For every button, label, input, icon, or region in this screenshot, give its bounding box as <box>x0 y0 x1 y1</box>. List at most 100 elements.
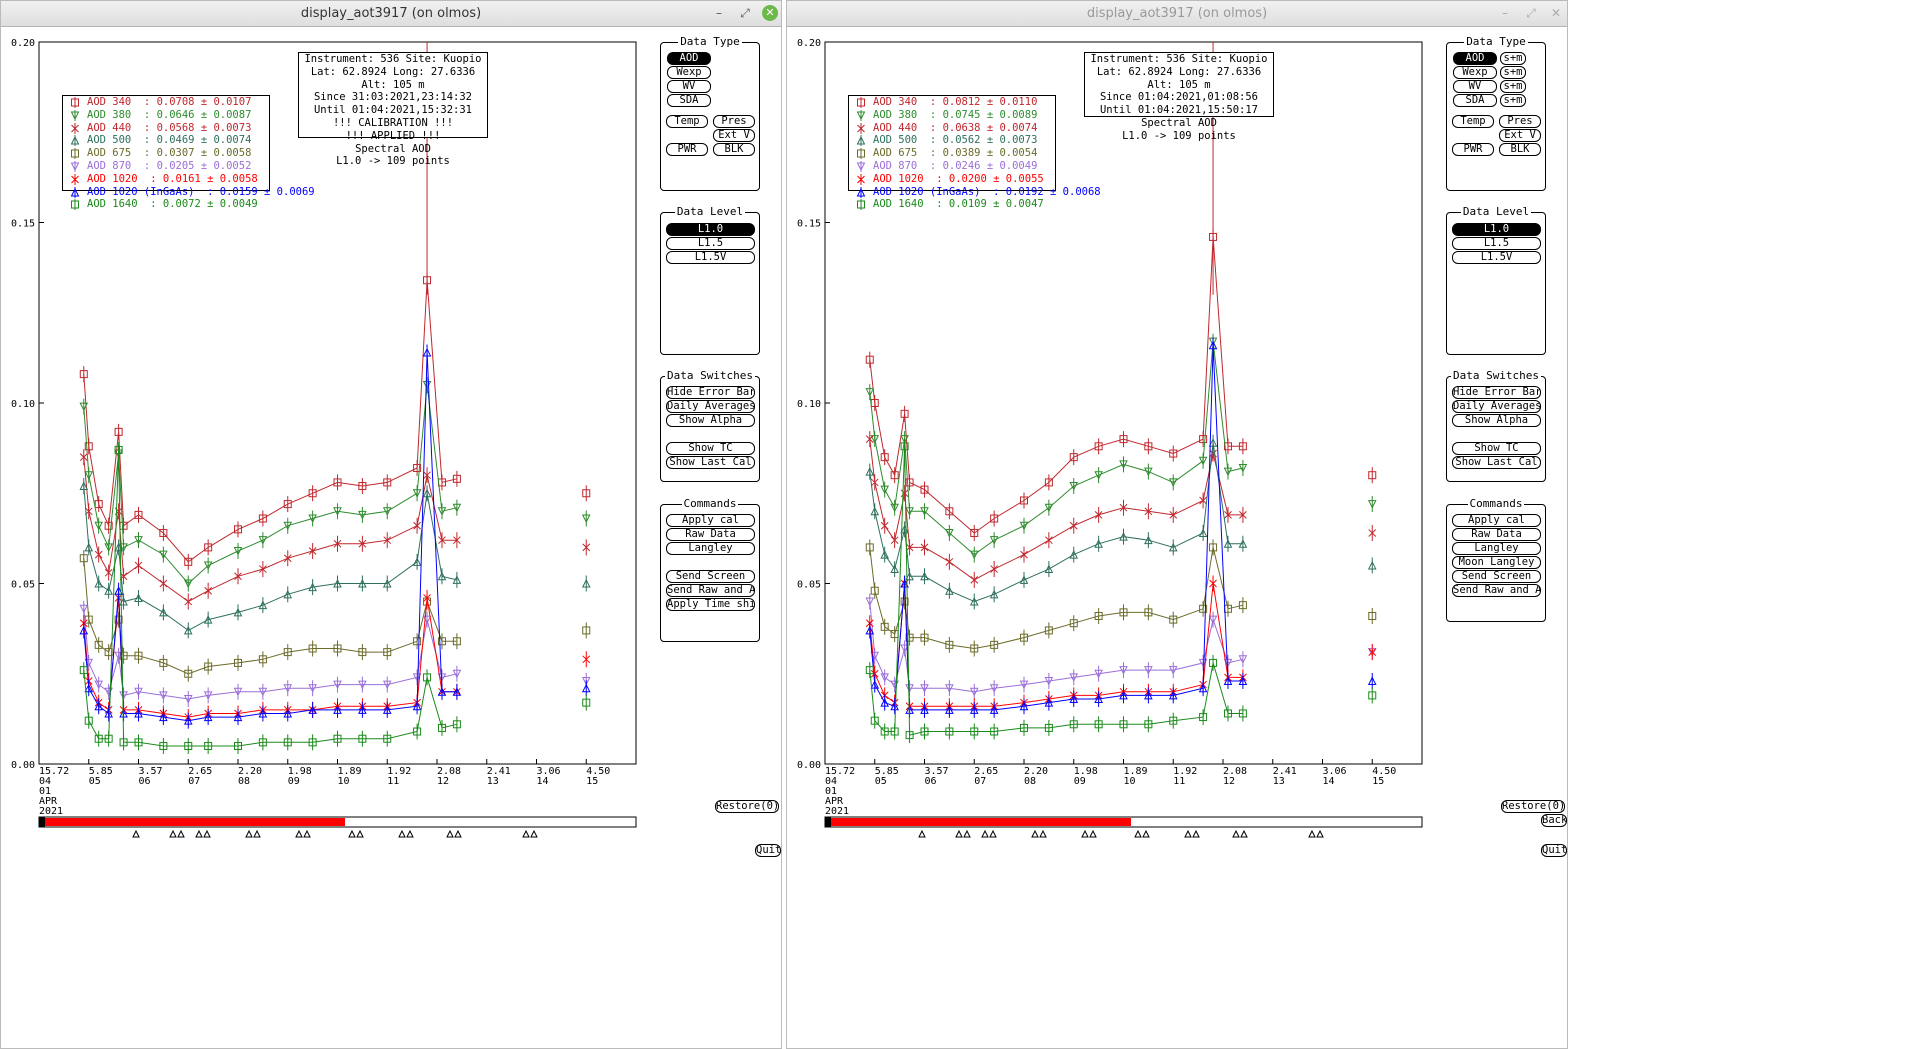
timeline-marker[interactable] <box>398 829 406 838</box>
smode-button[interactable]: s+m <box>1500 80 1526 93</box>
timeline-marker[interactable] <box>132 829 140 838</box>
pres-button[interactable]: Pres <box>1499 115 1541 128</box>
level-l1-5v-button[interactable]: L1.5V <box>1452 251 1541 264</box>
show-alpha-button[interactable]: Show Alpha <box>666 414 755 427</box>
data-type-wv-button[interactable]: WV <box>667 80 711 93</box>
timeline-marker[interactable] <box>1039 829 1047 838</box>
daily-averages-button[interactable]: Daily Averages <box>1452 400 1541 413</box>
timeline-marker[interactable] <box>303 829 311 838</box>
hide-error-bars-button[interactable]: Hide Error Bars <box>666 386 755 399</box>
show-last-cal-button[interactable]: Show Last Cal <box>1452 456 1541 469</box>
close-icon[interactable]: ✕ <box>1550 6 1562 20</box>
timeline-range[interactable] <box>831 818 1131 826</box>
send-screen-button[interactable]: Send Screen <box>666 570 755 583</box>
data-type-wexp-button[interactable]: Wexp <box>667 66 711 79</box>
timeline-range[interactable] <box>45 818 345 826</box>
apply-time-shift-button[interactable]: Apply Time shift <box>666 598 755 611</box>
timeline-marker[interactable] <box>1316 829 1324 838</box>
timeline-marker[interactable] <box>169 829 177 838</box>
data-type-sda-button[interactable]: SDA <box>1453 94 1497 107</box>
timeline-marker[interactable] <box>203 829 211 838</box>
show-alpha-button[interactable]: Show Alpha <box>1452 414 1541 427</box>
hide-error-bars-button[interactable]: Hide Error Bars <box>1452 386 1541 399</box>
minimize-icon[interactable]: – <box>716 6 722 20</box>
ext-v-button[interactable]: Ext V <box>1499 129 1541 142</box>
smode-button[interactable]: s+m <box>1500 94 1526 107</box>
blk-button[interactable]: BLK <box>1499 143 1541 156</box>
timeline-marker[interactable] <box>406 829 414 838</box>
timeline-marker[interactable] <box>1081 829 1089 838</box>
timeline-marker[interactable] <box>522 829 530 838</box>
left-window-titlebar[interactable]: display_aot3917 (on olmos) – ⤢ ✕ <box>1 1 781 27</box>
data-point <box>945 507 954 516</box>
timeline-marker[interactable] <box>530 829 538 838</box>
langley-button[interactable]: Langley <box>1452 542 1541 555</box>
data-type-aod-button[interactable]: AOD <box>667 52 711 65</box>
daily-averages-button[interactable]: Daily Averages <box>666 400 755 413</box>
timeline-marker[interactable] <box>955 829 963 838</box>
smode-button[interactable]: s+m <box>1500 52 1526 65</box>
minimize-icon[interactable]: – <box>1502 6 1508 20</box>
timeline-marker[interactable] <box>195 829 203 838</box>
timeline-marker[interactable] <box>348 829 356 838</box>
quit-button[interactable]: Quit <box>1541 844 1567 857</box>
raw-data-button[interactable]: Raw Data <box>1452 528 1541 541</box>
level-l1-0-button[interactable]: L1.0 <box>666 223 755 236</box>
level-l1-5v-button[interactable]: L1.5V <box>666 251 755 264</box>
temp-button[interactable]: Temp <box>1452 115 1494 128</box>
send-screen-button[interactable]: Send Screen <box>1452 570 1541 583</box>
timeline-marker[interactable] <box>1134 829 1142 838</box>
timeline-marker[interactable] <box>245 829 253 838</box>
timeline-marker[interactable] <box>1240 829 1248 838</box>
timeline-marker[interactable] <box>356 829 364 838</box>
level-l1-5-button[interactable]: L1.5 <box>666 237 755 250</box>
back-button[interactable]: Back <box>1541 814 1567 827</box>
blk-button[interactable]: BLK <box>713 143 755 156</box>
smode-button[interactable]: s+m <box>1500 66 1526 79</box>
timeline-marker[interactable] <box>1232 829 1240 838</box>
quit-button[interactable]: Quit <box>755 844 781 857</box>
timeline-marker[interactable] <box>1031 829 1039 838</box>
ext-v-button[interactable]: Ext V <box>713 129 755 142</box>
pwr-button[interactable]: PWR <box>1452 143 1494 156</box>
timeline-marker[interactable] <box>963 829 971 838</box>
level-l1-0-button[interactable]: L1.0 <box>1452 223 1541 236</box>
timeline-marker[interactable] <box>446 829 454 838</box>
timeline-marker[interactable] <box>989 829 997 838</box>
data-type-wexp-button[interactable]: Wexp <box>1453 66 1497 79</box>
restore-button[interactable]: Restore(0) <box>715 800 779 813</box>
maximize-icon[interactable]: ⤢ <box>740 6 750 20</box>
timeline-marker[interactable] <box>1192 829 1200 838</box>
send-raw-and-aod-button[interactable]: Send Raw and AOD <box>666 584 755 597</box>
close-icon[interactable]: ✕ <box>762 5 778 21</box>
timeline-marker[interactable] <box>177 829 185 838</box>
maximize-icon[interactable]: ⤢ <box>1526 6 1536 20</box>
data-type-aod-button[interactable]: AOD <box>1453 52 1497 65</box>
timeline-marker[interactable] <box>1308 829 1316 838</box>
apply-cal-button[interactable]: Apply cal <box>1452 514 1541 527</box>
pres-button[interactable]: Pres <box>713 115 755 128</box>
timeline-marker[interactable] <box>1142 829 1150 838</box>
right-window-titlebar[interactable]: display_aot3917 (on olmos) – ⤢ ✕ <box>787 1 1567 27</box>
send-raw-and-aod-button[interactable]: Send Raw and AOD <box>1452 584 1541 597</box>
timeline-marker[interactable] <box>981 829 989 838</box>
timeline-marker[interactable] <box>1184 829 1192 838</box>
show-tc-button[interactable]: Show TC <box>1452 442 1541 455</box>
show-last-cal-button[interactable]: Show Last Cal <box>666 456 755 469</box>
timeline-marker[interactable] <box>918 829 926 838</box>
raw-data-button[interactable]: Raw Data <box>666 528 755 541</box>
temp-button[interactable]: Temp <box>666 115 708 128</box>
timeline-marker[interactable] <box>454 829 462 838</box>
level-l1-5-button[interactable]: L1.5 <box>1452 237 1541 250</box>
apply-cal-button[interactable]: Apply cal <box>666 514 755 527</box>
langley-button[interactable]: Langley <box>666 542 755 555</box>
data-type-sda-button[interactable]: SDA <box>667 94 711 107</box>
restore-button[interactable]: Restore(0) <box>1501 800 1565 813</box>
timeline-marker[interactable] <box>253 829 261 838</box>
pwr-button[interactable]: PWR <box>666 143 708 156</box>
show-tc-button[interactable]: Show TC <box>666 442 755 455</box>
data-type-wv-button[interactable]: WV <box>1453 80 1497 93</box>
timeline-marker[interactable] <box>1089 829 1097 838</box>
moon-langley-button[interactable]: Moon Langley <box>1452 556 1541 569</box>
timeline-marker[interactable] <box>295 829 303 838</box>
